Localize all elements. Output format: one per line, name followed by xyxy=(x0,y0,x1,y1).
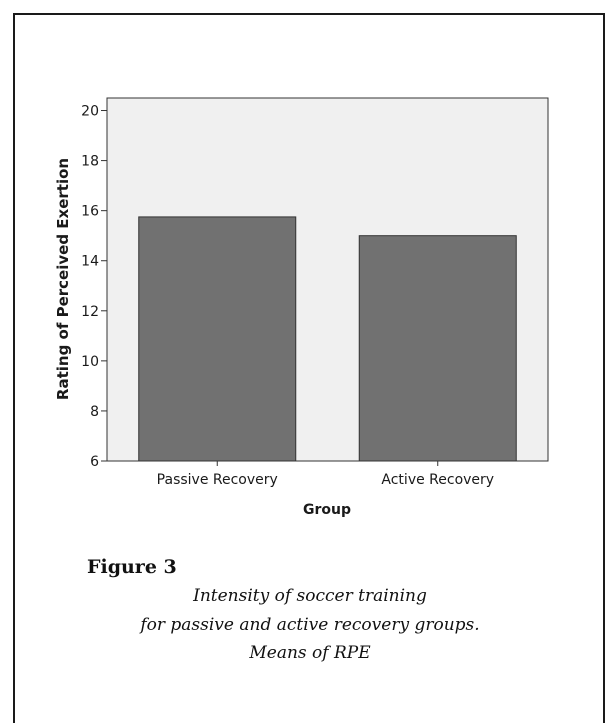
figure-frame xyxy=(13,13,605,723)
caption-line-3: Means of RPE xyxy=(249,643,371,663)
bar xyxy=(138,216,297,462)
y-tick-label: 8 xyxy=(90,404,99,420)
y-axis-label: Rating of Perceived Exertion xyxy=(54,158,72,400)
caption-line-1: Intensity of soccer training xyxy=(193,586,427,606)
x-tick-label: Passive Recovery xyxy=(157,472,278,488)
bar-chart: 6 8 10 12 14 16 18 20 Passive Recovery Active Re… xyxy=(54,97,549,518)
y-tick-label: 10 xyxy=(81,354,99,370)
figure-label: Figure 3 xyxy=(87,556,177,578)
bar xyxy=(358,235,517,462)
y-tick-label: 14 xyxy=(81,254,99,270)
caption-line-2: for passive and active recovery groups. xyxy=(140,615,480,635)
y-tick-label: 6 xyxy=(90,454,99,470)
x-axis: Passive Recovery Active Recovery xyxy=(157,461,494,488)
x-tick-label: Active Recovery xyxy=(381,472,494,488)
x-axis-label: Group xyxy=(303,502,351,518)
y-tick-label: 12 xyxy=(81,304,99,320)
y-tick-label: 18 xyxy=(81,154,99,170)
bars xyxy=(138,216,517,462)
y-tick-label: 16 xyxy=(81,204,99,220)
y-tick-label: 20 xyxy=(81,104,99,120)
y-axis: 6 8 10 12 14 16 18 20 xyxy=(81,104,107,470)
